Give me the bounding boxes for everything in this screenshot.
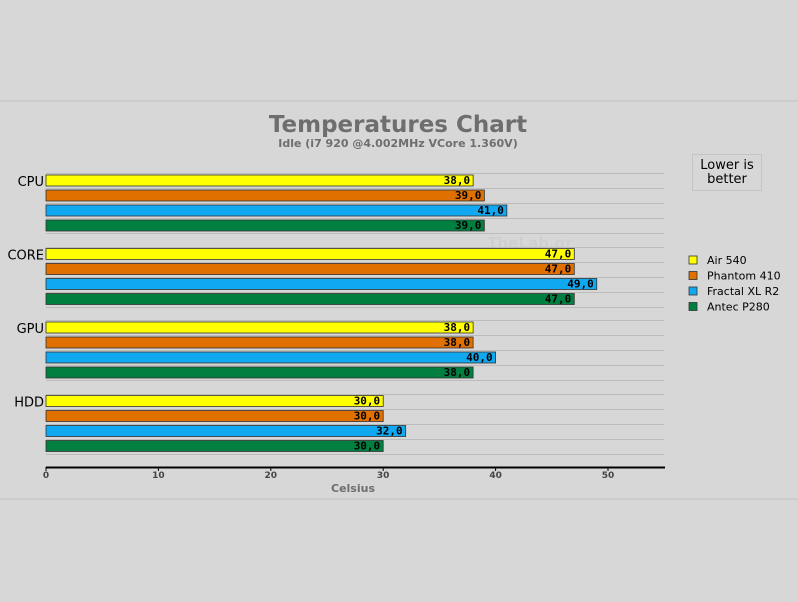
bar	[45, 174, 474, 187]
x-axis-label: Celsius	[331, 482, 375, 495]
category-label: GPU	[17, 322, 44, 337]
bar	[45, 204, 508, 217]
data-label: 39,0	[455, 189, 482, 202]
bar	[45, 410, 384, 422]
bar	[45, 189, 485, 202]
bar	[45, 263, 575, 275]
chart-title: Temperatures Chart	[269, 112, 527, 138]
x-tick-label: 20	[265, 471, 278, 481]
category-label: CPU	[18, 175, 44, 190]
legend-label: Fractal XL R2	[707, 285, 779, 298]
legend: Air 540 Phantom 410 Fractal XL R2 Antec P28…	[688, 254, 781, 314]
data-label: 41,0	[477, 204, 504, 217]
bar	[45, 425, 407, 437]
data-label: 40,0	[466, 351, 493, 364]
data-label: 30,0	[354, 395, 381, 408]
bar	[45, 336, 474, 349]
data-label: 49,0	[567, 278, 594, 291]
data-label: 38,0	[444, 321, 471, 334]
x-tick-label: 30	[377, 471, 390, 481]
legend-swatch	[688, 271, 698, 280]
legend-swatch	[688, 255, 698, 265]
data-label: 39,0	[455, 219, 482, 232]
category-label: HDD	[14, 396, 44, 411]
data-label: 47,0	[545, 263, 572, 276]
bar	[45, 440, 384, 452]
bar	[45, 219, 485, 232]
x-tick-label: 10	[152, 471, 165, 481]
data-label: 38,0	[444, 366, 471, 379]
data-label: 38,0	[444, 336, 471, 349]
bar-layer: CPU 38,0 39,0 41,0 39,0 CORE 47,0 47,0 49,0 47,0 G…	[7, 174, 598, 453]
bar	[45, 248, 575, 260]
data-label: 30,0	[354, 440, 381, 453]
legend-label: Antec P280	[707, 301, 770, 314]
bar	[45, 366, 474, 379]
data-label: 38,0	[444, 174, 471, 187]
legend-swatch	[688, 302, 698, 311]
legend-swatch	[688, 286, 698, 296]
data-label: 32,0	[376, 425, 403, 438]
gridlines	[46, 173, 665, 455]
x-axis: 0 10 20 30 40 50	[43, 466, 665, 481]
bar	[45, 278, 598, 290]
lower-is-better-note: Lower is better	[692, 154, 762, 191]
bar	[45, 395, 384, 407]
bar	[45, 321, 474, 334]
category-label: CORE	[7, 249, 44, 264]
chart-subtitle: Idle (i7 920 @4.002MHz VCore 1.360V)	[278, 137, 517, 150]
bar	[45, 293, 575, 305]
data-label: 30,0	[354, 410, 381, 423]
data-label: 47,0	[545, 293, 572, 306]
data-label: 47,0	[545, 248, 572, 261]
legend-label: Phantom 410	[707, 270, 781, 283]
x-tick-label: 50	[602, 471, 615, 481]
legend-label: Air 540	[707, 254, 747, 267]
x-tick-label: 40	[489, 471, 502, 481]
x-tick-label: 0	[43, 471, 49, 481]
bar	[45, 351, 497, 364]
